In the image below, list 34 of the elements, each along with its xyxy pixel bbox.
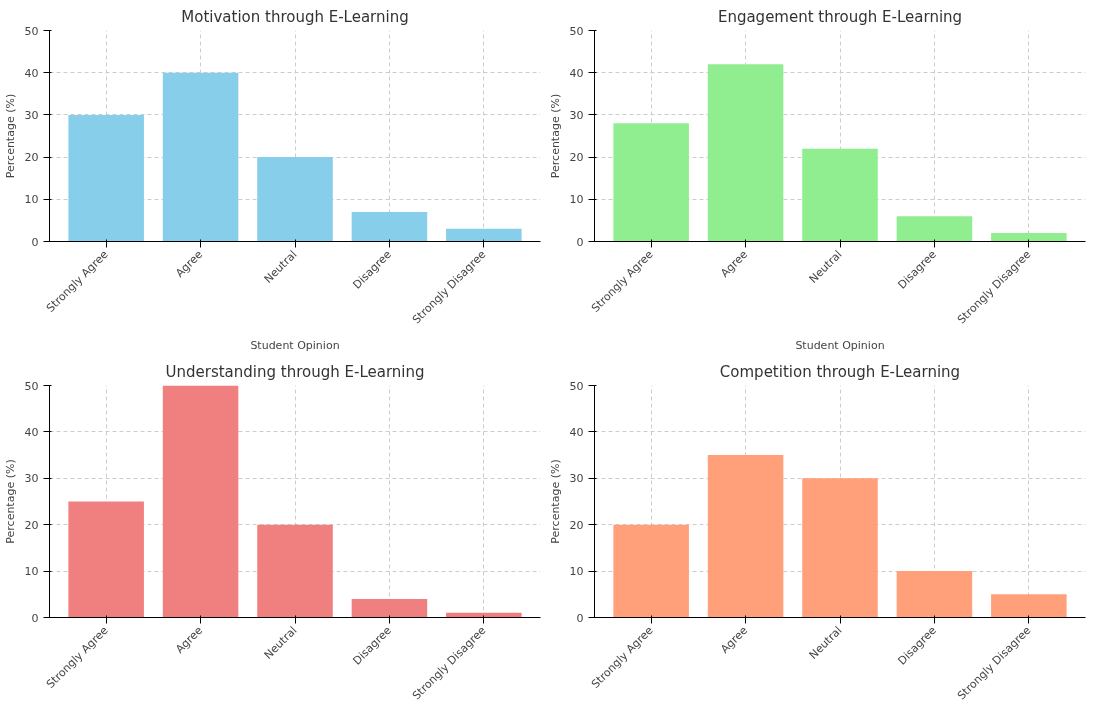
- y-tick-label: 30: [24, 472, 39, 486]
- y-tick-label: 20: [24, 151, 39, 165]
- y-tick-label: 10: [24, 565, 39, 579]
- y-tick-label: 0: [31, 235, 39, 249]
- y-tick-label: 30: [569, 108, 584, 122]
- y-tick-label: 0: [576, 235, 584, 249]
- y-tick-label: 10: [569, 193, 584, 207]
- y-tick-label: 50: [24, 379, 39, 393]
- y-axis-title: Percentage (%): [548, 459, 562, 544]
- y-tick-label: 0: [31, 611, 39, 625]
- chart-title: Motivation through E-Learning: [181, 7, 409, 26]
- x-axis-title: Student Opinion: [250, 339, 340, 353]
- y-tick-label: 30: [569, 472, 584, 486]
- chart-title: Engagement through E-Learning: [717, 7, 963, 26]
- y-tick-label: 20: [569, 518, 584, 532]
- y-axis-title: Percentage (%): [548, 93, 562, 179]
- y-tick-label: 50: [569, 379, 584, 393]
- y-tick-label: 10: [24, 193, 39, 207]
- y-tick-label: 50: [24, 24, 39, 38]
- chart-title: Understanding through E-Learning: [165, 362, 425, 381]
- y-tick-label: 50: [569, 24, 584, 38]
- y-tick-label: 0: [576, 611, 584, 625]
- chart-title: Competition through E-Learning: [719, 362, 961, 381]
- y-tick-label: 40: [24, 66, 39, 80]
- y-axis-title: Percentage (%): [3, 459, 17, 544]
- y-tick-label: 30: [24, 108, 39, 122]
- y-tick-label: 40: [569, 66, 584, 80]
- y-tick-label: 20: [24, 518, 39, 532]
- y-tick-label: 40: [569, 425, 584, 439]
- y-tick-label: 20: [569, 151, 584, 165]
- y-tick-label: 10: [569, 565, 584, 579]
- x-axis-title: Student Opinion: [795, 339, 885, 353]
- y-tick-label: 40: [24, 425, 39, 439]
- y-axis-title: Percentage (%): [3, 93, 17, 179]
